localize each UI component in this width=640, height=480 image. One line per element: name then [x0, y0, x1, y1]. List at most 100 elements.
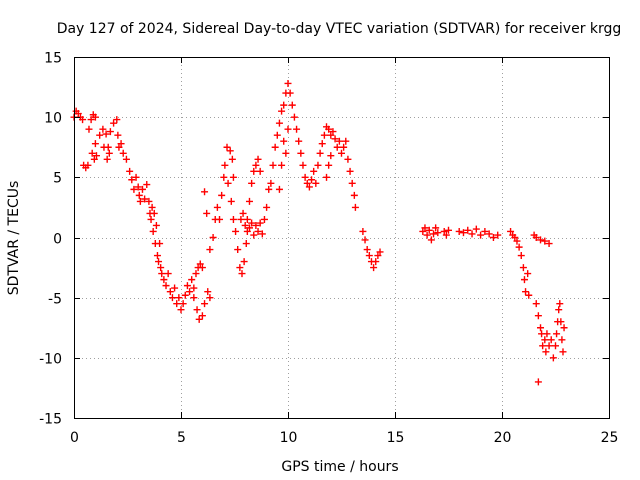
data-point — [299, 161, 307, 169]
data-point — [543, 330, 551, 338]
data-point — [455, 227, 463, 235]
data-point — [363, 246, 371, 254]
data-point — [348, 179, 356, 187]
data-point — [241, 221, 249, 229]
data-point — [513, 237, 521, 245]
data-point — [201, 188, 209, 196]
data-point — [263, 203, 271, 211]
data-point — [171, 284, 179, 292]
y-tick-label: -10 — [39, 352, 62, 368]
data-point — [325, 161, 333, 169]
data-point — [186, 288, 194, 296]
data-point — [552, 342, 559, 350]
data-point — [542, 348, 550, 356]
data-point — [301, 173, 309, 181]
data-point — [481, 227, 489, 235]
data-point — [325, 125, 333, 133]
data-point — [156, 240, 164, 248]
data-point — [256, 219, 264, 227]
data-point — [419, 227, 427, 235]
data-point — [147, 215, 155, 223]
data-point — [177, 306, 185, 314]
data-point — [221, 161, 229, 169]
data-point — [260, 215, 268, 223]
data-point — [115, 143, 123, 151]
data-point — [90, 155, 98, 163]
data-point — [254, 155, 262, 163]
data-point — [130, 185, 138, 193]
data-point — [183, 282, 191, 290]
data-point — [201, 300, 209, 308]
data-point — [195, 315, 203, 323]
data-point — [534, 312, 542, 320]
data-point — [421, 224, 429, 232]
data-point — [150, 209, 158, 217]
data-point — [102, 130, 110, 138]
data-point — [556, 300, 564, 308]
x-tick-label: 15 — [387, 430, 405, 446]
data-point — [278, 161, 286, 169]
data-point — [79, 116, 87, 124]
data-point — [192, 270, 200, 278]
data-point — [168, 294, 176, 302]
data-point — [537, 324, 545, 332]
data-point — [318, 140, 326, 148]
data-point — [293, 125, 301, 133]
data-point — [320, 131, 328, 139]
data-point — [430, 230, 438, 238]
data-point — [290, 113, 298, 121]
data-point — [327, 131, 335, 139]
data-point — [265, 185, 273, 193]
data-point — [434, 229, 442, 237]
data-point — [198, 264, 206, 272]
y-tick-label: -5 — [48, 292, 62, 308]
data-point — [228, 155, 236, 163]
data-point — [282, 149, 290, 157]
data-point — [181, 291, 189, 299]
data-point — [427, 236, 435, 244]
data-point — [143, 181, 151, 189]
data-point — [522, 288, 530, 296]
data-point — [126, 167, 134, 175]
data-point — [237, 215, 245, 223]
data-point — [91, 140, 99, 148]
data-point — [243, 215, 251, 223]
data-point — [275, 119, 283, 127]
data-point — [122, 155, 130, 163]
data-point — [361, 236, 369, 244]
data-point — [511, 234, 519, 241]
data-point — [196, 260, 204, 268]
x-tick-label: 25 — [601, 430, 619, 446]
data-point — [74, 110, 82, 118]
data-point — [105, 149, 113, 157]
data-point — [327, 152, 335, 160]
data-point — [305, 183, 313, 191]
data-point — [229, 173, 237, 181]
data-point — [136, 197, 144, 205]
data-point — [275, 185, 283, 193]
data-point — [520, 276, 528, 284]
data-point — [532, 234, 540, 241]
data-point — [141, 195, 149, 203]
data-point — [278, 107, 286, 115]
data-point — [323, 173, 331, 181]
axis-ticks — [74, 57, 610, 419]
chart-title: Day 127 of 2024, Sidereal Day-to-day VTE… — [57, 21, 622, 37]
data-point — [117, 140, 125, 148]
data-point — [103, 155, 111, 163]
data-point — [331, 135, 339, 143]
data-point — [464, 226, 472, 234]
y-axis-label: SDTVAR / TECUs — [6, 181, 22, 296]
data-point — [85, 125, 93, 133]
data-point — [248, 179, 256, 187]
data-point — [350, 191, 358, 199]
data-point — [329, 128, 337, 136]
data-point — [541, 336, 549, 344]
data-point — [206, 294, 214, 302]
data-point — [303, 179, 311, 187]
data-point — [238, 270, 246, 278]
data-point — [269, 161, 277, 169]
data-point — [236, 264, 244, 272]
data-point — [295, 137, 303, 145]
y-tick-label: 10 — [44, 111, 62, 127]
